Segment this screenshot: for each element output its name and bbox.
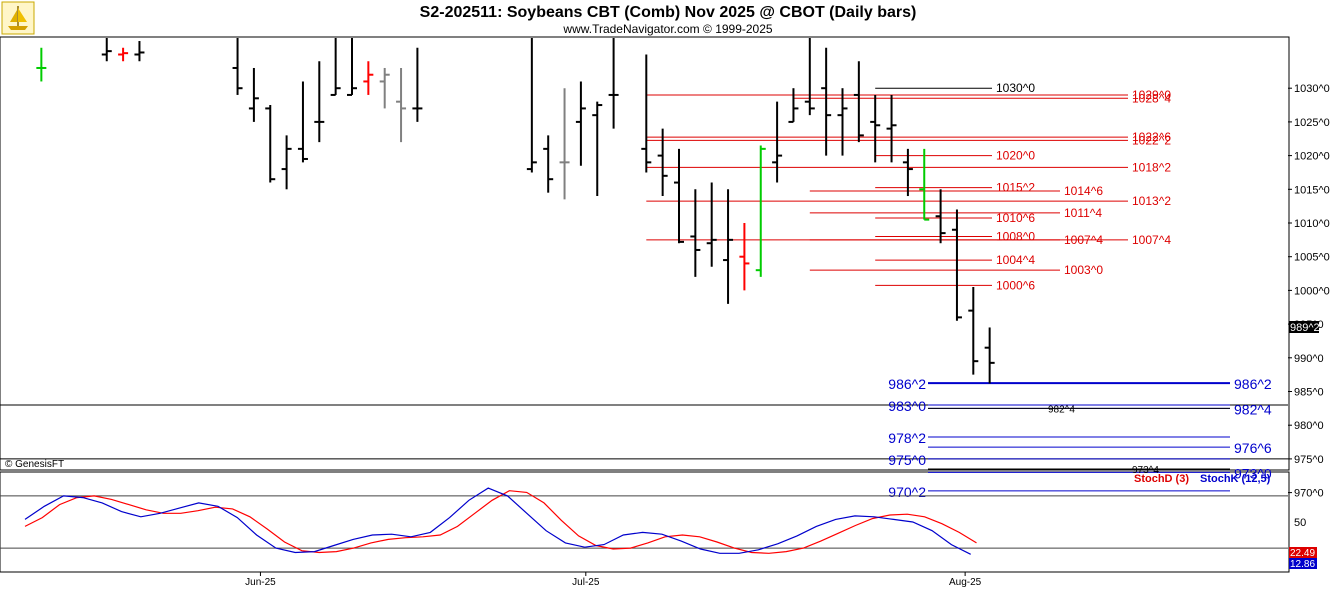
level-label: 1010^6	[996, 211, 1035, 225]
chart-title: S2-202511: Soybeans CBT (Comb) Nov 2025 …	[420, 4, 917, 21]
price-axis-tick-label: 1010^0	[1294, 218, 1330, 230]
price-axis-tick-label: 985^0	[1294, 387, 1324, 399]
last-price-label: 989^2	[1290, 322, 1320, 334]
stoch-d-line	[24, 490, 977, 554]
price-axis-tick-label: 1015^0	[1294, 184, 1330, 196]
inline-level-label: 982^4	[1048, 404, 1075, 415]
stoch-d-value-box	[1289, 547, 1317, 558]
stoch-k-line	[24, 487, 971, 555]
blue-level-label-left: 983^0	[888, 398, 926, 414]
stochastic-lines: 50	[0, 487, 1306, 555]
blue-level-label-right: 973^0	[1234, 465, 1272, 481]
level-label: 1011^4	[1064, 206, 1102, 220]
stoch-k-value-box	[1289, 558, 1317, 569]
price-axis-tick-label: 1030^0	[1294, 83, 1330, 95]
price-axis-tick-label: 970^0	[1294, 488, 1324, 500]
stoch-k-value: 12.86	[1290, 559, 1315, 570]
blue-level-label-left: 978^2	[888, 430, 926, 446]
price-axis-tick-label: 1025^0	[1294, 117, 1330, 129]
time-axis-label: Jul-25	[572, 577, 600, 588]
level-label: 1022^6	[1132, 130, 1171, 144]
stoch-d-legend: StochD (3)	[1134, 473, 1189, 485]
price-bars	[36, 38, 995, 384]
stoch-axis-label: 50	[1294, 517, 1306, 529]
chart-subtitle: www.TradeNavigator.com © 1999-2025	[562, 22, 772, 36]
price-axis-tick-label: 1020^0	[1294, 151, 1330, 163]
time-axis-label: Aug-25	[949, 577, 982, 588]
last-price-box	[1289, 321, 1319, 333]
level-label: 1000^6	[996, 278, 1035, 292]
stoch-k-legend: StochK (12,5)	[1200, 473, 1271, 485]
level-label: 1030^0	[996, 81, 1035, 95]
blue-level-label-right: 986^2	[1234, 376, 1272, 392]
level-label: 1029^0	[1132, 88, 1171, 102]
level-label: 1008^0	[996, 229, 1035, 243]
level-label: 1007^4	[1132, 233, 1171, 247]
price-axis-tick-label: 975^0	[1294, 454, 1324, 466]
inline-level-label: 973^4	[1132, 465, 1159, 476]
price-panel-frame	[0, 36, 1290, 471]
blue-level-label-left: 970^2	[888, 484, 926, 500]
level-label: 1015^2	[996, 181, 1035, 195]
price-axis-tick-label: 990^0	[1294, 353, 1324, 365]
stoch-d-value: 22.49	[1290, 548, 1315, 559]
blue-level-label-right: 982^4	[1234, 401, 1272, 417]
sailing-ship-icon	[1, 1, 35, 35]
level-label: 1013^2	[1132, 194, 1171, 208]
blue-level-label-right: 976^6	[1234, 440, 1272, 456]
level-label: 1004^4	[996, 253, 1035, 267]
watermark: © GenesisFT	[5, 459, 64, 470]
time-axis-label: Jun-25	[245, 577, 276, 588]
price-axis-tick-label: 1000^0	[1294, 285, 1330, 297]
blue-level-label-left: 975^0	[888, 452, 926, 468]
level-label: 1003^0	[1064, 263, 1103, 277]
price-axis-tick-label: 1005^0	[1294, 252, 1330, 264]
time-axis: Jun-25 Jul-25 Aug-25	[245, 572, 982, 588]
level-label: 1007^4	[1064, 233, 1103, 247]
level-label: 1018^2	[1132, 160, 1171, 174]
blue-level-label-left: 986^2	[888, 376, 926, 392]
level-label: 1014^6	[1064, 184, 1103, 198]
level-label: 1028^4	[1132, 91, 1171, 105]
level-label: 1022^2	[1132, 133, 1171, 147]
price-axis-tick-label: 980^0	[1294, 420, 1324, 432]
price-axis: 1030^0 1025^0 1020^0 1015^0 1010^0 1005^0 1000…	[1288, 83, 1330, 500]
level-label: 1020^0	[996, 149, 1035, 163]
